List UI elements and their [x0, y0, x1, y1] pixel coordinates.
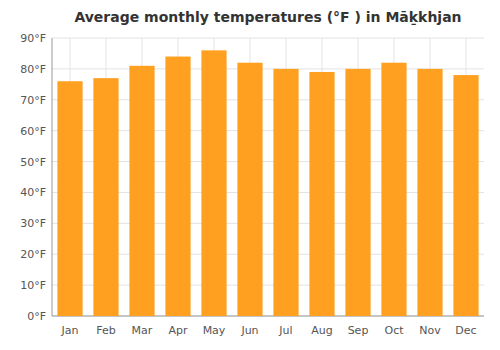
bar — [453, 75, 478, 316]
y-tick-label: 70°F — [20, 94, 46, 107]
y-tick-label: 40°F — [20, 186, 46, 199]
bar — [201, 50, 226, 316]
x-tick-label: Mar — [132, 324, 153, 337]
y-tick-label: 0°F — [27, 310, 46, 323]
bar — [381, 63, 406, 316]
x-tick-label: Aug — [311, 324, 332, 337]
bar — [165, 57, 190, 316]
title: Average monthly temperatures (°F ) in Mā… — [74, 9, 461, 25]
x-tick-label: Jan — [61, 324, 79, 337]
x-tick-label: Nov — [419, 324, 441, 337]
y-tick-label: 80°F — [20, 63, 46, 76]
y-axis-line — [52, 38, 53, 316]
x-tick-label: Sep — [348, 324, 369, 337]
y-tick-label: 30°F — [20, 217, 46, 230]
y-tick-label: 10°F — [20, 279, 46, 292]
chart: Average monthly temperatures (°F ) in Mā… — [0, 0, 500, 350]
x-tick-label: Dec — [455, 324, 476, 337]
y-tick-label: 90°F — [20, 32, 46, 45]
x-tick-label: Feb — [96, 324, 115, 337]
x-tick-label: Jul — [278, 324, 292, 337]
x-tick-label: Oct — [384, 324, 404, 337]
bar — [417, 69, 442, 316]
bar — [273, 69, 298, 316]
bar — [129, 66, 154, 316]
grid — [52, 38, 484, 316]
chart-container: Average monthly temperatures (°F ) in Mā… — [0, 0, 500, 350]
axes: 0°F 10°F 20°F 30°F 40°F 50°F 60°F 70°F 80°F 90°F J… — [20, 32, 484, 337]
bar — [57, 81, 82, 316]
bar — [93, 78, 118, 316]
x-tick-label: Apr — [168, 324, 188, 337]
bar — [309, 72, 334, 316]
bar — [237, 63, 262, 316]
y-tick-label: 50°F — [20, 156, 46, 169]
bar — [345, 69, 370, 316]
bars — [57, 50, 478, 316]
y-tick-label: 20°F — [20, 248, 46, 261]
y-tick-label: 60°F — [20, 125, 46, 138]
x-tick-label: May — [203, 324, 226, 337]
x-tick-label: Jun — [240, 324, 258, 337]
y-grid-line — [52, 38, 484, 39]
